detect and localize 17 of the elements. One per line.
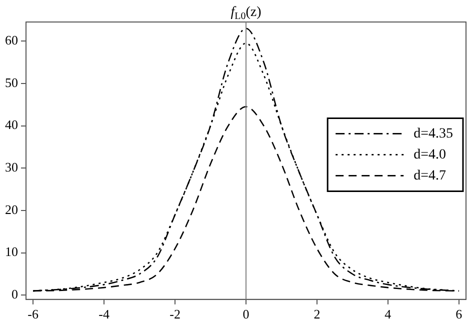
y-tick-label: 60 xyxy=(5,32,18,48)
legend-label: d=4.7 xyxy=(414,168,446,184)
x-tick-label: 4 xyxy=(384,306,392,322)
x-tick-label: -6 xyxy=(28,306,40,322)
legend-label: d=4.35 xyxy=(414,126,454,142)
legend-label: d=4.0 xyxy=(414,147,446,162)
y-tick-label: 0 xyxy=(12,286,18,302)
y-tick-label: 40 xyxy=(5,117,18,132)
y-tick-label: 30 xyxy=(5,160,18,175)
y-tick-label: 10 xyxy=(5,244,18,260)
x-tick-label: -2 xyxy=(170,306,180,322)
y-tick-label: 20 xyxy=(5,202,18,217)
x-tick-label: 6 xyxy=(456,306,463,322)
y-tick-label: 50 xyxy=(5,74,18,90)
x-tick-label: 0 xyxy=(242,306,250,322)
x-tick-label: -4 xyxy=(98,306,110,322)
x-tick-label: 2 xyxy=(314,306,320,322)
